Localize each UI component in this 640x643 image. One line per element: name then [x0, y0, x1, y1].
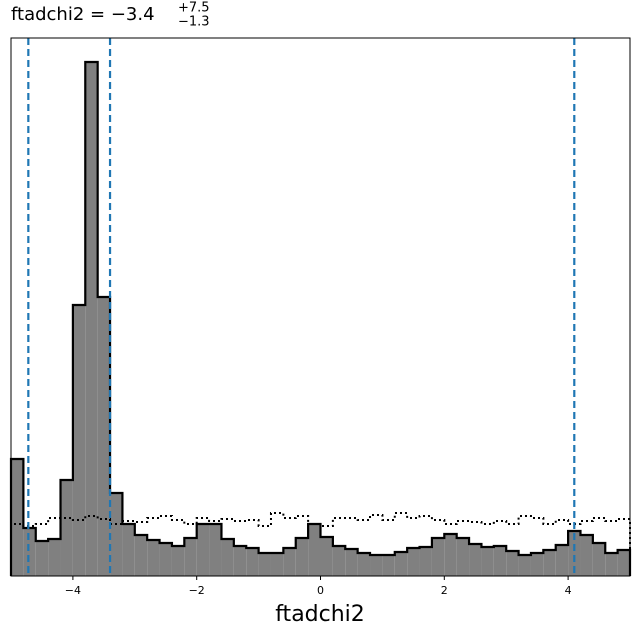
- x-axis-label: ftadchi2: [275, 602, 365, 627]
- bar: [605, 553, 618, 576]
- bar: [196, 524, 210, 576]
- bar: [481, 547, 494, 576]
- bar: [246, 548, 259, 576]
- bar: [493, 546, 507, 576]
- bar: [134, 535, 148, 576]
- bar: [35, 541, 49, 576]
- bar: [48, 539, 61, 576]
- bar: [456, 538, 470, 576]
- bar: [382, 555, 395, 576]
- bar: [617, 550, 630, 576]
- bar: [543, 550, 556, 576]
- bar: [60, 480, 73, 576]
- bar: [258, 553, 271, 576]
- bar: [308, 524, 321, 576]
- bar: [283, 548, 296, 576]
- bar: [147, 540, 160, 576]
- bar: [357, 553, 371, 576]
- bar: [530, 553, 544, 576]
- bar: [85, 62, 98, 576]
- bar: [209, 524, 222, 576]
- bar: [320, 537, 333, 576]
- bar: [444, 534, 457, 576]
- x-tick-label: 0: [317, 584, 324, 597]
- bar: [580, 535, 593, 576]
- bar: [110, 493, 123, 576]
- prior-outline: [10, 512, 631, 576]
- x-tick-label: 4: [565, 584, 572, 597]
- bar: [233, 546, 247, 576]
- title-superscript: +7.5: [178, 1, 210, 16]
- bar: [568, 531, 581, 576]
- bar: [122, 524, 135, 576]
- bar: [555, 545, 569, 576]
- bar: [332, 546, 346, 576]
- bar: [171, 546, 185, 576]
- x-tick-label: −4: [65, 584, 81, 597]
- x-tick-label: 2: [441, 584, 448, 597]
- chart-title: ftadchi2 = −3.4: [11, 4, 155, 25]
- x-tick-label: −2: [189, 584, 205, 597]
- bar: [72, 305, 86, 576]
- bar: [370, 555, 383, 576]
- bar: [97, 297, 111, 576]
- bar: [431, 538, 445, 576]
- bar: [518, 555, 531, 576]
- bar: [184, 538, 197, 576]
- bar: [345, 549, 358, 576]
- bar: [506, 551, 519, 576]
- bar: [394, 552, 408, 576]
- bar: [270, 553, 284, 576]
- bar: [469, 544, 482, 576]
- bar: [407, 548, 420, 576]
- bar: [592, 543, 606, 576]
- bar: [159, 543, 172, 576]
- title-subscript: −1.3: [178, 15, 210, 30]
- bar: [419, 547, 432, 576]
- bar: [11, 459, 24, 576]
- bar: [23, 528, 36, 576]
- bar: [221, 539, 234, 576]
- bar: [295, 538, 309, 576]
